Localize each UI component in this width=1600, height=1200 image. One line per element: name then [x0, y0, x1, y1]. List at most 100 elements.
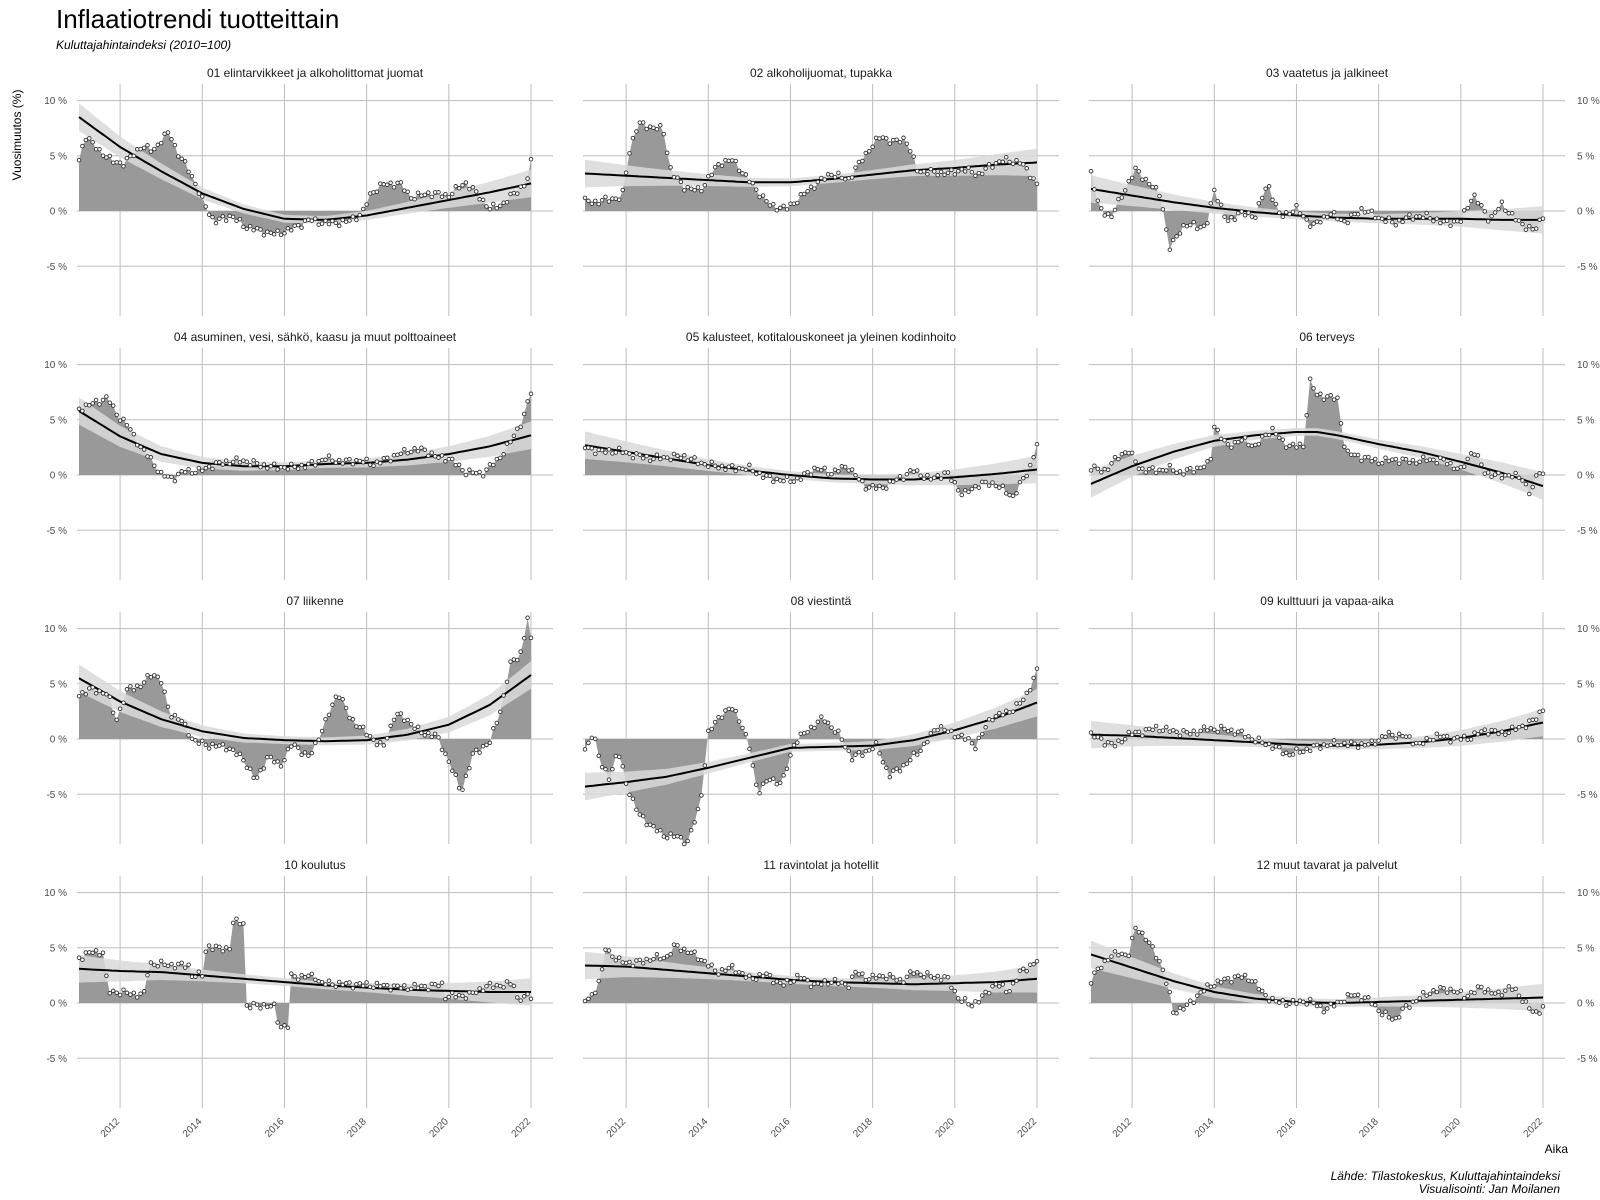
data-point: [682, 453, 687, 458]
data-point: [1266, 999, 1272, 1004]
data-point: [371, 737, 376, 743]
data-point: [791, 479, 797, 484]
data-point: [141, 447, 147, 452]
x-tick-label: 2012: [1111, 1116, 1135, 1140]
data-point: [1492, 991, 1498, 996]
trend-line: [78, 410, 532, 468]
data-point: [1225, 975, 1231, 981]
series-area: [79, 617, 531, 790]
caption: Lähde: Tilastokeskus, Kuluttajahintainde…: [1331, 1170, 1560, 1196]
data-point: [426, 987, 431, 993]
data-point: [83, 402, 89, 407]
data-point: [1396, 1015, 1402, 1020]
data-point: [1259, 988, 1265, 994]
data-point: [275, 467, 280, 472]
data-point: [508, 659, 513, 664]
data-point: [795, 200, 800, 206]
data-point: [1294, 203, 1299, 208]
data-point: [1355, 452, 1361, 458]
data-point: [227, 946, 232, 952]
data-point: [186, 733, 191, 738]
data-point: [237, 751, 243, 757]
data-point: [340, 461, 345, 466]
data-point: [1506, 730, 1512, 736]
data-point: [90, 685, 95, 690]
data-point: [1010, 161, 1016, 167]
data-point: [1034, 666, 1040, 671]
data-point: [1167, 989, 1173, 995]
data-point: [182, 470, 188, 475]
data-point: [973, 173, 978, 179]
data-point: [1099, 470, 1104, 475]
data-point: [849, 175, 855, 180]
data-point: [138, 684, 143, 690]
data-point: [1021, 162, 1026, 167]
data-point: [860, 478, 865, 484]
data-point: [388, 180, 393, 186]
data-point: [210, 466, 215, 472]
data-point: [1208, 456, 1214, 462]
data-point: [419, 445, 424, 450]
data-point: [148, 960, 154, 965]
data-point: [1235, 439, 1241, 445]
data-point: [1533, 717, 1539, 722]
data-point: [467, 186, 472, 192]
data-point: [100, 397, 106, 403]
data-point: [1362, 995, 1368, 1000]
data-point: [935, 172, 940, 178]
data-point: [1499, 729, 1505, 734]
data-point: [456, 462, 462, 468]
data-point: [340, 217, 345, 223]
data-point: [969, 169, 975, 175]
data-point: [723, 968, 728, 974]
data-point: [1379, 1012, 1385, 1018]
data-point: [200, 468, 205, 473]
data-point: [196, 741, 202, 747]
data-point: [1256, 201, 1262, 206]
data-point: [378, 740, 383, 745]
data-point: [1485, 732, 1491, 737]
data-point: [76, 406, 82, 412]
data-point: [206, 464, 212, 469]
data-point: [1136, 169, 1142, 174]
data-point: [374, 189, 380, 195]
data-point: [979, 993, 985, 998]
data-point: [309, 218, 315, 223]
data-point: [764, 199, 769, 204]
y-tick-label: -5 %: [1577, 262, 1598, 273]
data-point: [664, 835, 670, 841]
data-point: [1088, 730, 1094, 735]
data-point: [186, 169, 191, 175]
data-point: [1208, 984, 1214, 990]
data-point: [285, 1025, 291, 1031]
data-point: [213, 220, 219, 226]
data-point: [1390, 732, 1395, 738]
data-point: [1112, 949, 1118, 954]
data-point: [949, 478, 954, 483]
data-point: [1263, 992, 1268, 998]
data-point: [801, 191, 807, 197]
data-point: [350, 717, 356, 722]
data-point: [856, 749, 862, 755]
data-point: [350, 985, 356, 991]
data-point: [1311, 1000, 1316, 1006]
data-point: [289, 228, 294, 233]
data-point: [986, 990, 992, 996]
data-point: [1396, 731, 1402, 737]
data-point: [110, 988, 116, 994]
data-point: [815, 467, 821, 472]
data-point: [966, 735, 971, 741]
data-point: [849, 758, 855, 763]
panel-title: 11 ravintolat ja hotellit: [763, 858, 879, 872]
data-point: [419, 730, 424, 736]
data-point: [456, 785, 462, 791]
data-point: [388, 988, 393, 993]
data-point: [1383, 455, 1388, 460]
data-point: [1235, 210, 1241, 216]
data-point: [1331, 397, 1337, 402]
data-point: [1516, 993, 1522, 998]
data-point: [1290, 752, 1296, 757]
data-point: [145, 672, 150, 678]
data-point: [870, 972, 875, 978]
data-point: [1229, 445, 1234, 450]
